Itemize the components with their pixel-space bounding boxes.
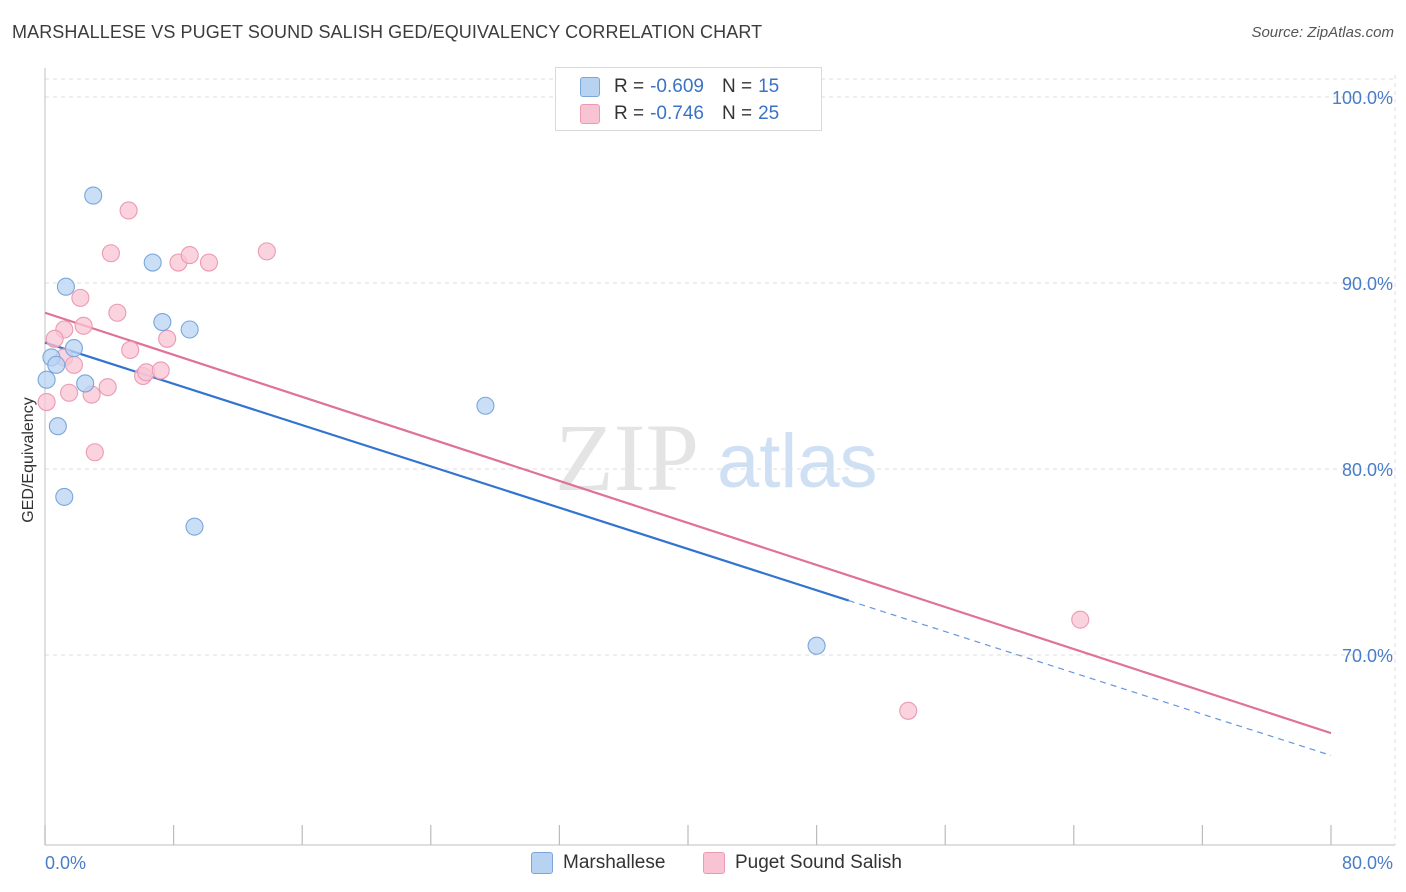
legend-n-label: N = (721, 103, 753, 124)
y-tick-label: 70.0% (1342, 646, 1393, 666)
y-axis-title: GED/Equivalency (20, 397, 37, 522)
legend-r-value: -0.609 (650, 76, 704, 97)
legend-r-value: -0.746 (650, 103, 704, 124)
point-puget-sound-salish (108, 303, 127, 322)
legend-n-value: 15 (758, 76, 780, 97)
watermark-zip: ZIP (555, 404, 699, 511)
legend-r-label: R = (614, 76, 645, 97)
point-puget-sound-salish (74, 316, 93, 335)
point-marshallese (180, 320, 199, 339)
points-layer (37, 186, 1090, 720)
trend-layer (44, 311, 1332, 757)
series-legend-puget-sound-salish: Puget Sound Salish (703, 852, 902, 874)
series-legend-label: Puget Sound Salish (735, 852, 902, 873)
watermark: ZIP atlas (555, 404, 878, 511)
point-marshallese (807, 636, 826, 655)
x-tick-label: 0.0% (45, 853, 86, 873)
legend-n-label: N = (721, 76, 753, 97)
series-legend-marshallese: Marshallese (531, 852, 665, 874)
point-marshallese (84, 186, 103, 205)
point-marshallese (47, 355, 66, 374)
point-marshallese (55, 487, 74, 506)
legend-swatch-pink (580, 104, 600, 124)
point-puget-sound-salish (71, 288, 90, 307)
watermark-atlas: atlas (717, 419, 878, 504)
source-label: Source: ZipAtlas.com (1251, 24, 1394, 41)
point-puget-sound-salish (158, 329, 177, 348)
legend-row-marshallese: R = -0.609 N = 15 (580, 74, 779, 100)
y-tick-label: 100.0% (1332, 88, 1393, 108)
point-puget-sound-salish (101, 244, 120, 263)
point-puget-sound-salish (60, 383, 79, 402)
trend-line-marshallese-extrapolated (848, 600, 1332, 757)
legend-row-puget-sound-salish: R = -0.746 N = 25 (580, 101, 779, 127)
point-marshallese (48, 417, 67, 436)
point-marshallese (76, 374, 95, 393)
axes-layer: 70.0% 80.0% 90.0% 100.0% 0.0% 80.0% (44, 68, 1395, 873)
point-marshallese (37, 370, 56, 389)
point-puget-sound-salish (180, 246, 199, 265)
legend-n-value: 25 (758, 103, 780, 124)
point-marshallese (64, 339, 83, 358)
point-marshallese (56, 277, 75, 296)
legend-swatch-blue (580, 77, 600, 97)
point-puget-sound-salish (85, 443, 104, 462)
point-puget-sound-salish (45, 329, 64, 348)
trend-line-marshallese (44, 341, 850, 602)
chart-title: MARSHALLESE VS PUGET SOUND SALISH GED/EQ… (12, 22, 763, 42)
point-marshallese (143, 253, 162, 272)
point-puget-sound-salish (257, 242, 276, 261)
point-puget-sound-salish (899, 701, 918, 720)
point-puget-sound-salish (1071, 610, 1090, 629)
series-swatch-pink (703, 852, 725, 874)
point-puget-sound-salish (37, 392, 56, 412)
point-puget-sound-salish (151, 361, 170, 380)
series-legend-label: Marshallese (563, 852, 666, 873)
point-marshallese (153, 313, 172, 332)
point-puget-sound-salish (199, 253, 219, 272)
y-tick-label: 90.0% (1342, 274, 1393, 294)
legend-r-label: R = (614, 103, 645, 124)
point-puget-sound-salish (121, 340, 140, 360)
point-puget-sound-salish (64, 355, 83, 374)
series-swatch-blue (531, 852, 553, 874)
point-marshallese (476, 396, 495, 415)
series-legend: Marshallese Puget Sound Salish (0, 852, 1406, 876)
correlation-legend: R = -0.609 N = 15 R = -0.746 N = 25 (555, 67, 822, 131)
point-puget-sound-salish (98, 378, 117, 397)
point-puget-sound-salish (119, 201, 138, 220)
x-tick-label: 80.0% (1342, 853, 1393, 873)
y-tick-label: 80.0% (1342, 460, 1393, 480)
trend-line-puget-sound-salish (44, 311, 1332, 735)
point-marshallese (185, 517, 204, 536)
